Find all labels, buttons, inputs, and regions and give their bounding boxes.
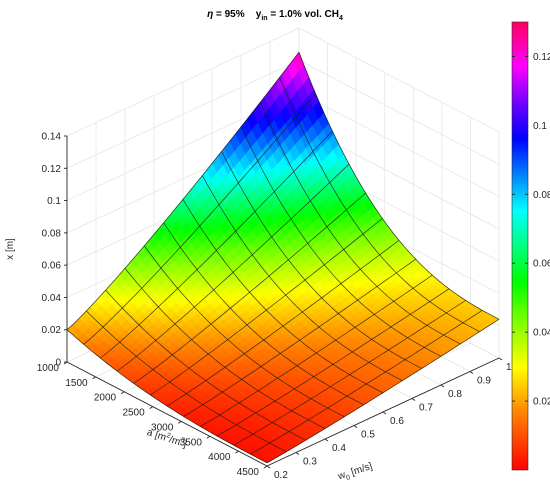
- x-axis-label-sub: 0: [345, 474, 351, 482]
- z-tick-label: 0.02: [42, 325, 62, 336]
- y-axis-label-end: ]: [182, 439, 188, 450]
- a-tick-label: 2000: [94, 393, 117, 404]
- colorbar-tick-label: 0.12: [533, 52, 550, 63]
- chart-title: η = 95% yin = 1.0% vol. CH4: [207, 9, 343, 22]
- surface-mesh-line: [266, 318, 500, 464]
- surface-mesh-line: [100, 130, 333, 359]
- a-tick-label: 1500: [65, 378, 88, 389]
- a-tick-label: 2500: [122, 408, 145, 419]
- a-tick-label: 3000: [151, 422, 174, 433]
- w0-tick-label: 0.7: [419, 403, 433, 414]
- w0-tick-label: 0.5: [361, 430, 375, 441]
- z-tick-label: 0: [55, 358, 61, 369]
- z-tick-label: 0.14: [42, 132, 62, 143]
- surface-mesh-line: [66, 51, 300, 330]
- z-tick-label: 0.04: [42, 293, 62, 304]
- w0-tick-label: 0.3: [303, 457, 317, 468]
- title-y-main: y: [256, 9, 262, 20]
- z-tick-label: 0.06: [42, 261, 62, 272]
- x-axis-label-rest: [m/s]: [347, 461, 374, 479]
- surface-mesh-line: [200, 274, 433, 427]
- a-tick-label: 4500: [237, 467, 260, 478]
- surface-mesh-line: [216, 288, 450, 437]
- surface-mesh-line: [83, 93, 316, 345]
- surface-mesh-line: [166, 240, 400, 407]
- title-ch-sub: 4: [339, 15, 343, 22]
- colorbar-tick-label: 0.02: [533, 397, 550, 408]
- y-axis-label-sup1: 2: [166, 432, 172, 440]
- colorbar: [511, 21, 529, 471]
- a-tick-label: 3500: [180, 437, 203, 448]
- a-tick-label: 1000: [37, 363, 60, 374]
- w0-tick-label: 0.2: [274, 470, 288, 481]
- title-eta-symbol: η: [207, 9, 213, 20]
- title-y-text: = 1.0% vol. CH: [268, 9, 339, 20]
- y-axis-label-mid: /m: [168, 434, 182, 448]
- a-tick-label: 4000: [208, 452, 231, 463]
- w0-tick-label: 1: [506, 362, 512, 373]
- colorbar-tick-label: 0.08: [533, 190, 550, 201]
- z-tick-label: 0.08: [42, 228, 62, 239]
- surface-mesh-line: [133, 192, 366, 384]
- z-tick-label: 0.12: [42, 164, 62, 175]
- x-axis-label: w0 [m/s]: [336, 461, 375, 485]
- colorbar-tick-label: 0.04: [533, 328, 550, 339]
- y-axis-label-sup2: 3: [180, 437, 186, 445]
- title-y-sub: in: [261, 15, 267, 22]
- w0-tick-label: 0.9: [477, 376, 491, 387]
- colorbar-tick-label: 0.1: [533, 121, 547, 132]
- w0-tick-label: 0.4: [332, 443, 346, 454]
- surface-mesh-line: [233, 300, 466, 446]
- title-eta-text: = 95%: [213, 9, 245, 20]
- z-axis-label: x [m]: [5, 238, 16, 260]
- w0-tick-label: 0.8: [448, 389, 462, 400]
- surface-mesh-line: [250, 310, 483, 455]
- tick-labels: 0.2 0.3 0.4 0.5 0.6 0.7 0.8 0.9 1 1000 1500 2000 250…: [37, 132, 512, 482]
- surface-mesh-line: [183, 258, 416, 417]
- colorbar-ticks: 0.02 0.04 0.06 0.08 0.1 0.12: [512, 52, 550, 408]
- z-tick-label: 0.1: [47, 196, 61, 207]
- surface-mesh-line: [150, 218, 383, 396]
- surface-mesh-line: [116, 163, 350, 372]
- x-axis-label-main: w: [336, 469, 348, 482]
- w0-tick-label: 0.6: [390, 416, 404, 427]
- surface-plot: [66, 51, 500, 464]
- colorbar-tick-label: 0.06: [533, 259, 550, 270]
